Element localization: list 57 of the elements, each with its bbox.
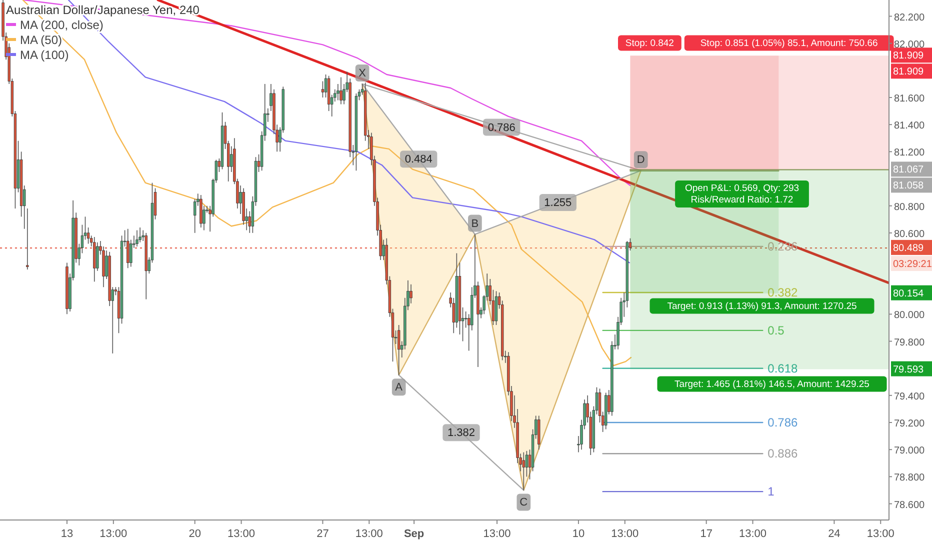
x-tick-label: 13 <box>60 528 74 540</box>
annotation: 0.786 <box>488 122 516 134</box>
annotation: Open P&L: 0.569, Qty: 293 Risk/Reward Ratio: 1.72 <box>684 183 800 206</box>
annotation: Target: 0.913 (1.13%) 91.3, Amount: 1270.25 <box>667 300 857 312</box>
text: 79.593 <box>893 364 924 376</box>
y-tick-label: 81.200 <box>894 148 926 159</box>
y-tick-label: 80.600 <box>894 228 926 240</box>
x-tick-label: 13:00 <box>738 528 767 540</box>
text: 81.067 <box>893 164 924 176</box>
annotation: X <box>358 67 367 80</box>
y-tick-label: 81.600 <box>894 94 926 104</box>
y-tick-label: 79.000 <box>894 446 926 457</box>
annotation: D <box>636 154 645 166</box>
legend-label: MA (50) <box>20 33 62 47</box>
text: 81.058 <box>893 180 924 192</box>
y-tick-label: 82.200 <box>894 12 926 24</box>
annotation: Stop: 0.842 <box>625 38 674 49</box>
x-tick-label: 13:00 <box>483 528 511 540</box>
y-tick-label: 81.400 <box>894 120 926 132</box>
x-tick-label: Sep <box>404 528 424 540</box>
x-tick-label: 13:00 <box>866 528 894 540</box>
y-tick-label: 79.800 <box>894 337 926 348</box>
y-tick-label: 78.800 <box>894 472 926 484</box>
x-tick-label: 20 <box>188 528 201 540</box>
annotation: 0.484 <box>404 154 432 166</box>
x-tick-label: 13:00 <box>100 528 128 540</box>
series-label: 0.886 <box>768 446 798 461</box>
y-tick-label: 80.000 <box>894 310 926 322</box>
y-tick-label: 79.200 <box>894 418 926 430</box>
text: 81.909 <box>893 50 924 62</box>
series-label: 0.5 <box>768 323 785 338</box>
annotation: 1.255 <box>544 196 572 209</box>
annotation: Target: 1.465 (1.81%) 146.5, Amount: 1429.25 <box>674 378 870 390</box>
annotation: A <box>395 382 404 394</box>
y-tick-label: 80.800 <box>894 202 926 213</box>
series-label: 0.786 <box>768 416 798 430</box>
y-tick-label: 79.400 <box>894 391 926 402</box>
annotation: Stop: 0.851 (1.05%) 85.1, Amount: 750.66 <box>700 38 878 49</box>
x-tick-label: 27 <box>316 528 329 540</box>
annotation: C <box>520 496 528 509</box>
text: 81.909 <box>893 66 924 78</box>
x-tick-label: 13:00 <box>228 528 256 540</box>
annotation: 1.382 <box>447 427 476 440</box>
x-tick-label: 13:00 <box>611 528 639 540</box>
x-tick-label: 17 <box>700 528 712 540</box>
series-label: 1 <box>768 484 775 499</box>
x-tick-label: 13:00 <box>355 528 383 540</box>
text: 80.154 <box>893 288 924 300</box>
x-tick-label: 24 <box>828 528 840 540</box>
text: 03:29:21 <box>893 258 932 270</box>
legend-label: MA (100) <box>20 48 69 62</box>
y-tick-label: 78.600 <box>894 500 926 511</box>
series-label: 0.618 <box>768 361 798 376</box>
annotation: B <box>471 218 479 230</box>
series-label: 0.382 <box>768 286 798 300</box>
ref-line-label: 80.489 <box>893 242 924 254</box>
x-tick-label: 10 <box>572 528 585 540</box>
